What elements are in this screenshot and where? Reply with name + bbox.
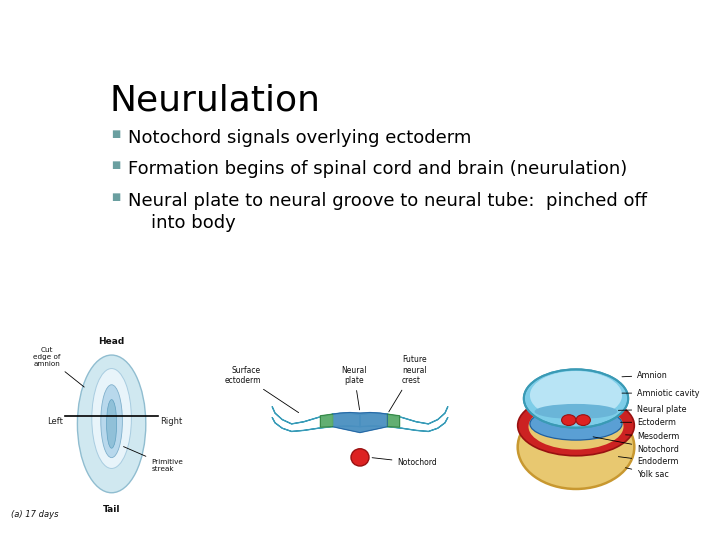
Ellipse shape — [101, 384, 122, 458]
Text: Neurulation: Neurulation — [109, 84, 320, 118]
Text: (a) 17 days: (a) 17 days — [11, 510, 58, 519]
Text: Amnion: Amnion — [622, 371, 668, 380]
Ellipse shape — [92, 368, 132, 468]
Text: Notochord: Notochord — [372, 458, 437, 467]
Polygon shape — [333, 413, 387, 433]
Circle shape — [576, 415, 590, 426]
Polygon shape — [387, 414, 400, 427]
Ellipse shape — [518, 395, 634, 456]
Text: Neural
plate: Neural plate — [341, 366, 367, 410]
Polygon shape — [272, 407, 360, 431]
Text: Right: Right — [160, 417, 182, 426]
Circle shape — [562, 415, 576, 426]
Ellipse shape — [107, 400, 117, 448]
Text: Mesoderm: Mesoderm — [626, 432, 680, 441]
Text: Future
neural
crest: Future neural crest — [389, 355, 426, 412]
Text: Formation begins of spinal cord and brain (neurulation): Formation begins of spinal cord and brai… — [128, 160, 627, 178]
Text: Head: Head — [99, 336, 125, 346]
Text: Surface
ectoderm: Surface ectoderm — [224, 366, 299, 413]
Ellipse shape — [528, 403, 624, 449]
Text: Yolk sac: Yolk sac — [626, 468, 669, 478]
Ellipse shape — [530, 408, 622, 440]
Text: Endoderm: Endoderm — [618, 457, 679, 466]
Text: ■: ■ — [111, 160, 120, 171]
Text: ■: ■ — [111, 192, 120, 201]
Text: Ectoderm: Ectoderm — [621, 418, 676, 427]
Text: Neural plate: Neural plate — [618, 405, 687, 414]
Text: Cut
edge of
amnion: Cut edge of amnion — [33, 347, 84, 387]
Ellipse shape — [534, 404, 618, 419]
Polygon shape — [320, 414, 333, 427]
Polygon shape — [360, 407, 448, 431]
Text: Notochord: Notochord — [593, 437, 679, 454]
Text: Left: Left — [48, 417, 63, 426]
Text: ■: ■ — [111, 129, 120, 139]
Text: Primitive
streak: Primitive streak — [124, 447, 183, 472]
Ellipse shape — [530, 371, 622, 420]
Ellipse shape — [78, 355, 145, 492]
Text: Neural plate to neural groove to neural tube:  pinched off
    into body: Neural plate to neural groove to neural … — [128, 192, 647, 232]
Ellipse shape — [518, 405, 634, 489]
Text: Tail: Tail — [103, 505, 120, 514]
Text: Notochord signals overlying ectoderm: Notochord signals overlying ectoderm — [128, 129, 472, 147]
Ellipse shape — [351, 449, 369, 466]
Text: Amniotic cavity: Amniotic cavity — [622, 389, 700, 397]
Ellipse shape — [523, 369, 628, 428]
